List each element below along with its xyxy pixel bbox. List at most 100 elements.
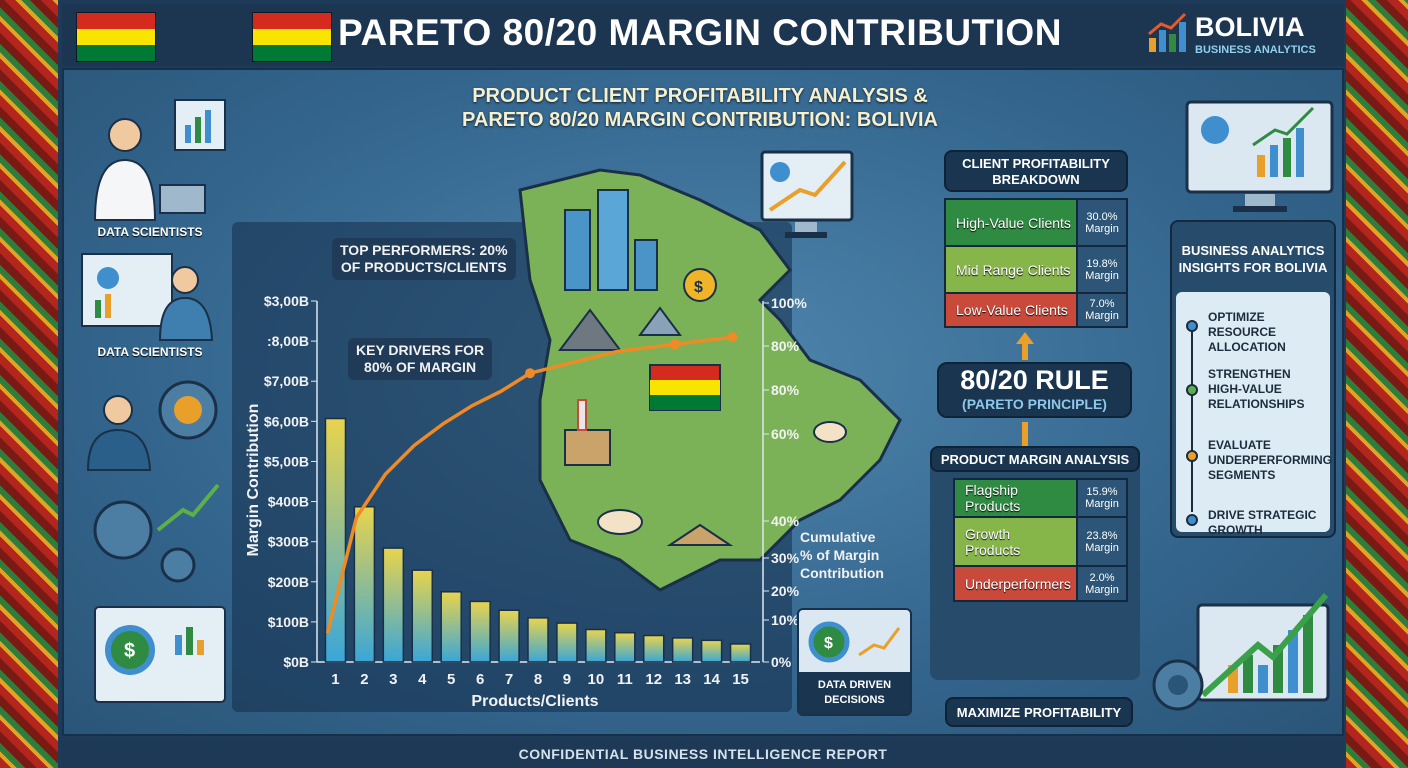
x-tick-label: 2	[360, 671, 368, 688]
row-label: High-Value Clients	[946, 200, 1076, 246]
bar	[353, 506, 376, 663]
monitor-chart-icon	[760, 150, 854, 238]
logo-subtitle: BUSINESS ANALYTICS	[1195, 44, 1316, 56]
data-driven-label: DATA DRIVEN DECISIONS	[799, 672, 910, 714]
x-tick-label: 12	[645, 671, 662, 688]
timeline-dot	[1186, 384, 1198, 396]
title-line: BREAKDOWN	[992, 172, 1080, 187]
maximize-profitability-label: MAXIMIZE PROFITABILITY	[945, 697, 1133, 727]
key-drivers-callout: KEY DRIVERS FOR 80% OF MARGIN	[348, 338, 493, 380]
callout-line: KEY DRIVERS FOR	[356, 342, 485, 358]
insight-item: DRIVE STRATEGIC GROWTH	[1208, 508, 1317, 537]
top-performers-callout: TOP PERFORMERS: 20% OF PRODUCTS/CLIENTS	[332, 238, 516, 280]
table-row: Flagship Products 15.9% Margin	[955, 480, 1126, 519]
logo: BOLIVIA BUSINESS ANALYTICS	[1145, 10, 1345, 60]
x-tick-label: 3	[389, 671, 397, 688]
row-label: Growth Products	[955, 518, 1076, 566]
y2-tick-label: 10%	[771, 612, 800, 628]
y2-axis-label: Cumulative % of Margin Contribution	[800, 528, 884, 582]
logo-title: BOLIVIA	[1195, 12, 1305, 42]
title-line: INSIGHTS FOR BOLIVIA	[1178, 260, 1328, 275]
x-tick-label: 1	[331, 671, 339, 688]
y2-label-line: % of Margin	[800, 547, 880, 563]
table-row: High-Value Clients 30.0% Margin	[946, 200, 1126, 248]
table-row: Underperformers 2.0% Margin	[955, 567, 1126, 600]
y2-tick-label: 30%	[771, 550, 800, 566]
title-line: BUSINESS ANALYTICS	[1181, 243, 1325, 258]
y-tick-label: $300B	[268, 534, 309, 550]
svg-text:$: $	[694, 279, 703, 296]
y-tick-label: $100B	[268, 614, 309, 630]
y2-tick-label: 20%	[771, 583, 800, 599]
insights-list: OPTIMIZE RESOURCE ALLOCATION STRENGTHEN HI…	[1176, 292, 1333, 537]
cumulative-marker	[669, 339, 680, 350]
decorative-border-right	[1346, 0, 1408, 768]
client-profitability-title: CLIENT PROFITABILITY BREAKDOWN	[944, 150, 1128, 192]
x-tick-label: 10	[588, 671, 605, 688]
rule-subtitle: (PARETO PRINCIPLE)	[962, 396, 1107, 412]
y2-label-line: Contribution	[800, 565, 884, 581]
cumulative-marker	[525, 368, 535, 379]
decorative-border-left	[0, 0, 58, 768]
client-profitability-table: High-Value Clients 30.0% Margin Mid Range …	[944, 198, 1128, 328]
row-label: Low-Value Clients	[946, 294, 1076, 326]
product-margin-table: Flagship Products 15.9% Margin Growth Produc…	[953, 478, 1128, 602]
row-margin: 23.8% Margin	[1076, 518, 1126, 566]
timeline-dot	[1186, 514, 1198, 526]
callout-line: OF PRODUCTS/CLIENTS	[340, 259, 507, 275]
cumulative-marker	[727, 332, 738, 343]
pareto-rule-box: 80/20 RULE (PARETO PRINCIPLE)	[937, 362, 1132, 418]
bar	[700, 639, 723, 663]
bar	[440, 591, 462, 663]
growth-monitor-icon	[1152, 593, 1330, 711]
gears-illustration	[86, 380, 220, 583]
monitor-analytics-icon	[1185, 100, 1334, 212]
svg-text:$: $	[824, 635, 833, 652]
y2-label-line: Cumulative	[800, 529, 876, 545]
row-margin: 30.0% Margin	[1076, 200, 1126, 246]
y2-tick-label: 40%	[771, 513, 800, 529]
x-tick-label: 5	[447, 671, 455, 688]
callout-line: TOP PERFORMERS: 20%	[340, 242, 508, 258]
row-margin: 15.9% Margin	[1076, 480, 1126, 517]
bar	[498, 609, 520, 663]
analyst-illustration	[81, 253, 214, 341]
bar	[527, 617, 549, 663]
bolivia-flag-icon	[76, 12, 156, 62]
row-label: Flagship Products	[955, 480, 1076, 517]
insights-title: BUSINESS ANALYTICS INSIGHTS FOR BOLIVIA	[1172, 222, 1334, 276]
bar	[671, 637, 694, 663]
x-tick-label: 15	[732, 671, 749, 688]
row-margin: 2.0% Margin	[1076, 567, 1126, 600]
bolivia-flag-icon	[252, 12, 332, 62]
x-tick-label: 14	[703, 671, 720, 688]
insight-item: STRENGTHEN HIGH-VALUE RELATIONSHIPS	[1208, 367, 1305, 411]
rule-title: 80/20 RULE	[960, 365, 1109, 395]
x-tick-label: 11	[617, 671, 633, 688]
insight-item: EVALUATE UNDERPERFORMING SEGMENTS	[1208, 438, 1333, 482]
x-tick-label: 13	[674, 671, 691, 688]
label-line: DATA DRIVEN	[817, 679, 892, 691]
svg-text:$: $	[124, 640, 135, 662]
subtitle: PRODUCT CLIENT PROFITABILITY ANALYSIS & P…	[420, 84, 980, 132]
subtitle-line: PRODUCT CLIENT PROFITABILITY ANALYSIS &	[472, 85, 928, 107]
row-label: Underperformers	[955, 567, 1076, 600]
bar	[469, 600, 491, 663]
bar	[324, 417, 347, 663]
data-driven-card: $ DATA DRIVEN DECISIONS	[797, 608, 912, 716]
table-row: Growth Products 23.8% Margin	[955, 518, 1126, 568]
y-tick-label: $200B	[268, 574, 309, 590]
x-tick-label: 9	[563, 671, 571, 688]
x-axis-label: Products/Clients	[471, 693, 598, 710]
x-tick-label: 6	[476, 671, 484, 688]
bar	[585, 628, 607, 663]
data-scientists-label: DATA SCIENTISTS	[97, 225, 203, 239]
callout-line: 80% OF MARGIN	[364, 359, 477, 375]
y-axis-label: Margin Contribution	[245, 404, 262, 557]
bar-chart-logo-icon	[1148, 12, 1187, 52]
y2-tick-label: 80%	[771, 382, 800, 398]
timeline-dot	[1186, 450, 1198, 462]
y-tick-label: $7,00B	[264, 373, 309, 389]
